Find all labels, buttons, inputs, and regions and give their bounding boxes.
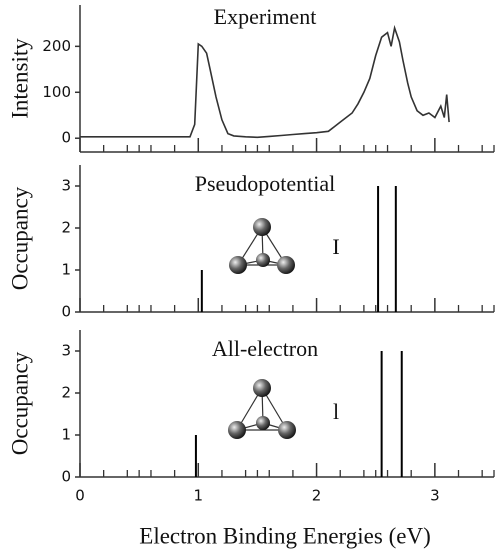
y-tick-label: 1 bbox=[61, 426, 71, 444]
y-tick-label: 2 bbox=[61, 384, 71, 402]
y-axis-label: Occupancy bbox=[7, 186, 32, 290]
y-tick-label: 2 bbox=[61, 219, 71, 237]
y-tick-label: 1 bbox=[61, 261, 71, 279]
y-tick-label: 0 bbox=[61, 303, 71, 321]
spectrum-line bbox=[80, 24, 450, 139]
y-tick-label: 3 bbox=[61, 177, 71, 195]
y-tick-label: 3 bbox=[61, 342, 71, 360]
y-tick-label: 200 bbox=[42, 37, 71, 55]
structure-label: l bbox=[333, 399, 339, 424]
y-tick-label: 0 bbox=[61, 468, 71, 486]
molecule-icon bbox=[229, 218, 295, 274]
panel-title: Pseudopotential bbox=[195, 171, 336, 196]
x-tick-label: 2 bbox=[312, 487, 322, 505]
x-tick-label: 3 bbox=[430, 487, 440, 505]
y-axis-label: Occupancy bbox=[7, 351, 32, 455]
x-tick-label: 1 bbox=[194, 487, 204, 505]
structure-label: I bbox=[332, 234, 339, 259]
molecule-icon bbox=[228, 379, 296, 439]
x-axis-label: Electron Binding Energies (eV) bbox=[139, 523, 430, 548]
y-tick-label: 0 bbox=[61, 129, 71, 147]
panel-title: Experiment bbox=[214, 4, 317, 29]
panel-title: All-electron bbox=[212, 336, 318, 361]
y-axis-label: Intensity bbox=[7, 38, 32, 119]
y-tick-label: 100 bbox=[42, 83, 71, 101]
x-tick-label: 0 bbox=[75, 487, 85, 505]
